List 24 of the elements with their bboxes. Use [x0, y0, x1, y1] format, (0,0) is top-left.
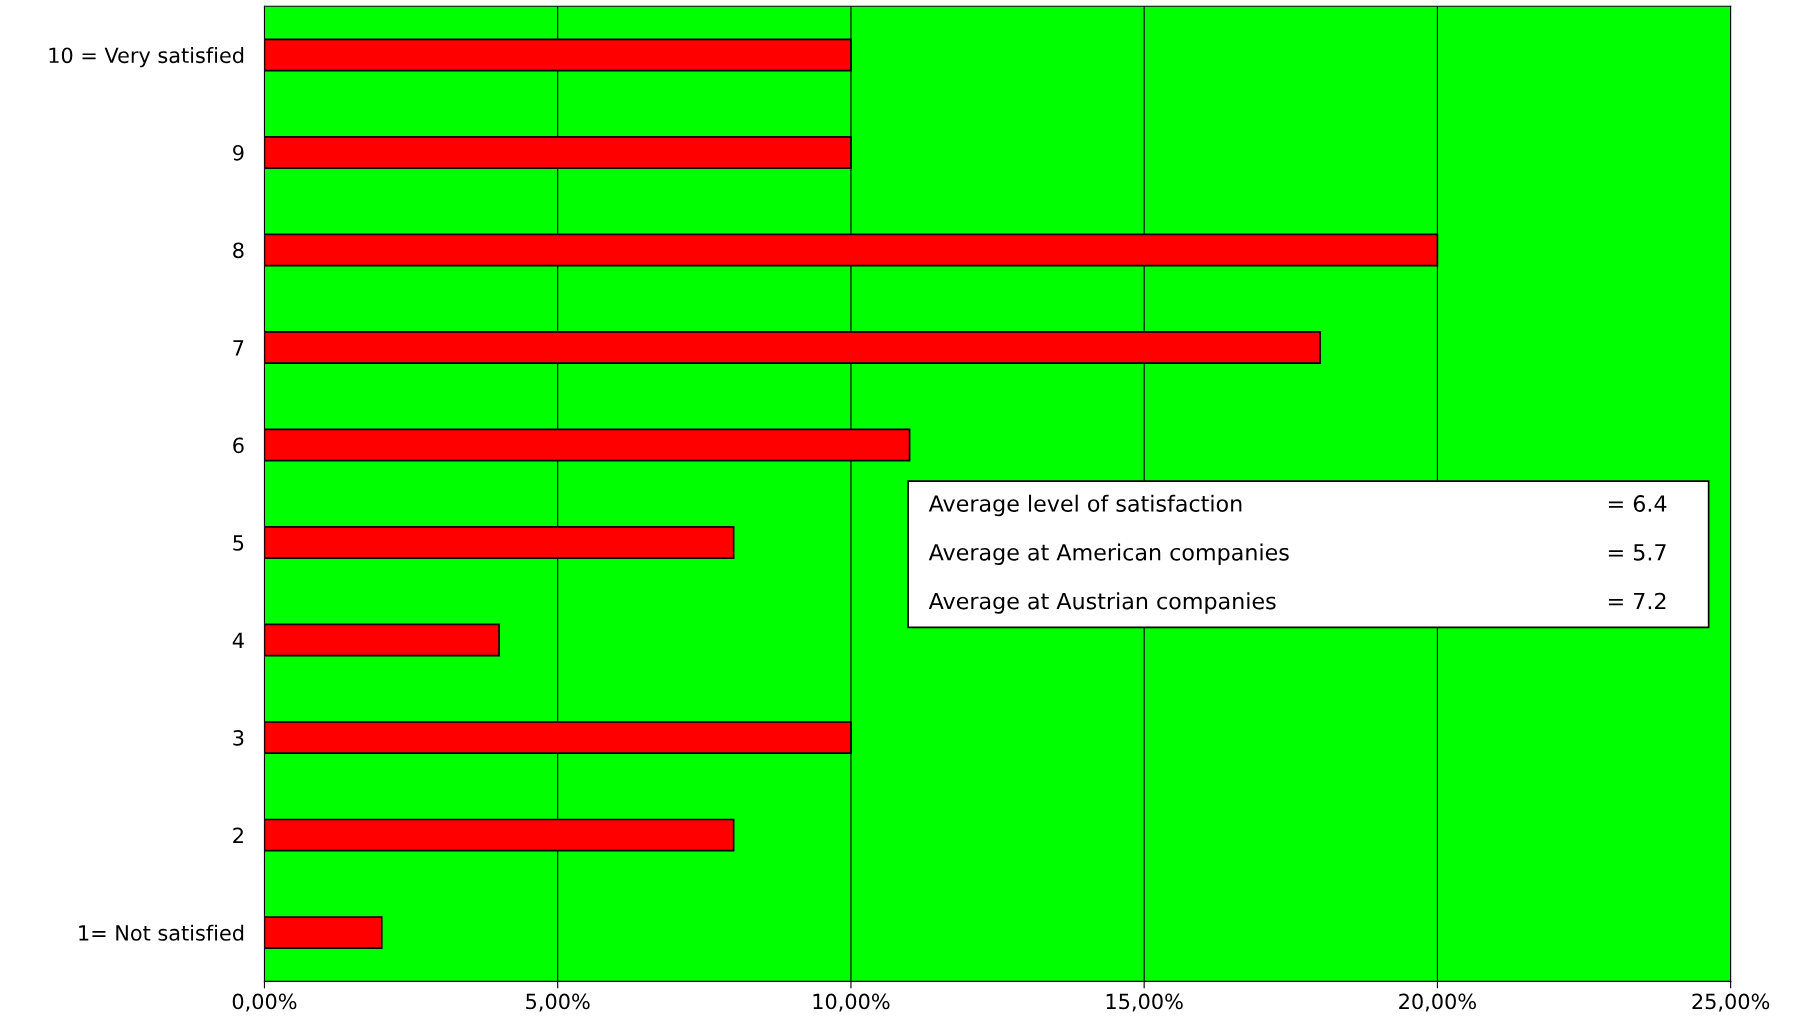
annotation: = 7.2 [1608, 592, 1666, 610]
x-tick-label: 20,00% [1399, 993, 1476, 1012]
y-tick-label: 3 [233, 730, 244, 746]
annotation: Average at Austrian companies [928, 592, 1276, 614]
y-tick-label: 6 [233, 437, 244, 454]
annotation: = 6.4 [1608, 495, 1667, 512]
y-tick-label: 10 = Very satisfied [49, 47, 244, 68]
x-tick-label: 5,00% [526, 993, 590, 1012]
y-tick-label: 4 [232, 632, 244, 648]
y-tick-label: 5 [233, 535, 244, 551]
y-tick-label: 9 [233, 144, 244, 161]
x-tick-label: 0,00% [232, 993, 297, 1012]
bar [264, 916, 383, 950]
y-tick-label: 2 [233, 827, 243, 843]
annotation: Average at American companies [928, 543, 1289, 565]
y-tick-label: 7 [233, 340, 244, 356]
x-tick-label: 25,00% [1692, 993, 1770, 1012]
annotation: Average level of satisfaction [928, 494, 1242, 517]
annotation: = 5.7 [1608, 544, 1666, 561]
y-tick-label: 1= Not satisfied [79, 924, 244, 941]
x-tick-label: 15,00% [1106, 993, 1183, 1012]
y-tick-label: 8 [233, 242, 244, 259]
bar [264, 623, 500, 657]
x-tick-label: 10,00% [813, 993, 890, 1012]
